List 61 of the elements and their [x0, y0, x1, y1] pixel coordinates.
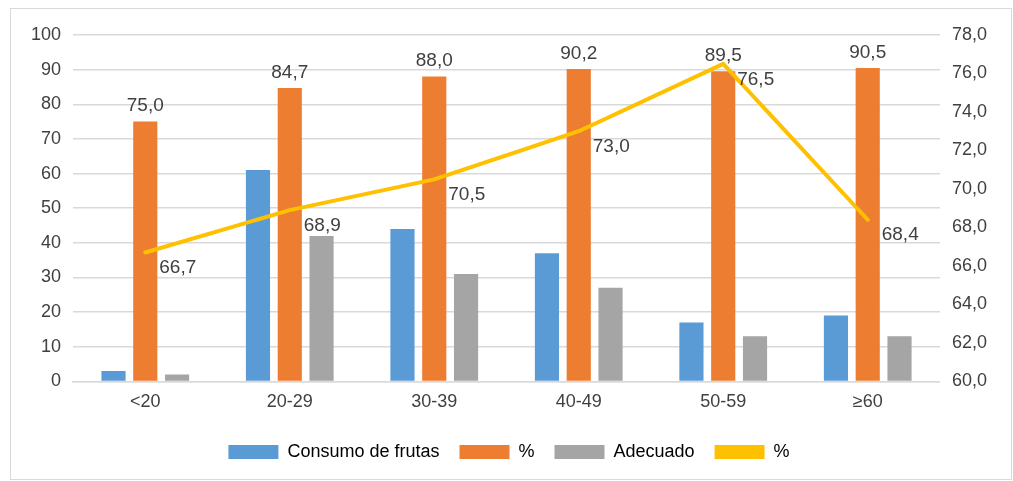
y2-tick-label: 66,0 [951, 254, 988, 275]
bar [245, 170, 271, 381]
y-tick-label: 100 [30, 23, 62, 44]
y2-tick-label: 70,0 [951, 177, 988, 198]
bar [598, 287, 623, 381]
y-tick-label: 20 [41, 301, 62, 322]
bar [101, 371, 126, 381]
bar [133, 121, 158, 381]
data-label: 90,5 [849, 40, 887, 62]
y-tick-label: 50 [41, 197, 62, 218]
data-label: 68,4 [881, 223, 920, 245]
x-tick-label: 20-29 [266, 391, 313, 412]
bar [679, 322, 704, 381]
legend-label: % [518, 440, 535, 461]
legend-label: Adecuado [613, 440, 695, 461]
bar [711, 71, 736, 381]
y-tick-label: 0 [51, 370, 62, 391]
bar [309, 235, 334, 381]
x-tick-label: 50-59 [700, 391, 747, 412]
bar [823, 315, 849, 381]
data-label: 68,9 [303, 213, 341, 235]
y2-tick-label: 74,0 [951, 100, 988, 121]
y-tick-label: 80 [41, 93, 62, 114]
bar [277, 88, 302, 381]
y2-tick-label: 62,0 [951, 331, 988, 352]
data-label: 75,0 [126, 94, 164, 116]
y-tick-label: 70 [41, 127, 62, 148]
data-label: 73,0 [592, 134, 630, 156]
y-tick-label: 10 [41, 335, 62, 356]
x-tick-label: <20 [130, 391, 161, 412]
y-tick-label: 40 [41, 231, 62, 252]
data-label: 89,5 [704, 44, 742, 66]
y-tick-label: 90 [41, 58, 62, 79]
y2-tick-label: 78,0 [951, 23, 988, 44]
data-label: 90,2 [560, 41, 598, 63]
bar [566, 68, 591, 381]
legend-label: Consumo de frutas [287, 440, 440, 461]
y2-tick-label: 68,0 [951, 216, 988, 237]
bar [742, 336, 768, 381]
data-label: 66,7 [159, 256, 197, 278]
y-tick-label: 30 [41, 266, 62, 287]
bar [390, 228, 415, 381]
data-label: 84,7 [271, 60, 309, 82]
y2-tick-label: 72,0 [951, 139, 988, 160]
data-label: 76,5 [737, 67, 775, 89]
y2-tick-label: 64,0 [951, 293, 988, 314]
bar [855, 67, 880, 381]
y-tick-label: 60 [41, 162, 62, 183]
x-tick-label: ≥60 [852, 391, 883, 412]
x-tick-label: 30-39 [411, 391, 458, 412]
bar [887, 336, 912, 381]
bar [164, 374, 190, 381]
data-label: 70,5 [448, 183, 486, 205]
bar [422, 76, 447, 381]
y2-tick-label: 76,0 [951, 62, 988, 83]
y2-tick-label: 60,0 [951, 370, 988, 391]
bar [534, 253, 560, 381]
bar [453, 274, 479, 381]
legend-label: % [773, 440, 790, 461]
data-label: 88,0 [415, 49, 453, 71]
x-tick-label: 40-49 [555, 391, 602, 412]
